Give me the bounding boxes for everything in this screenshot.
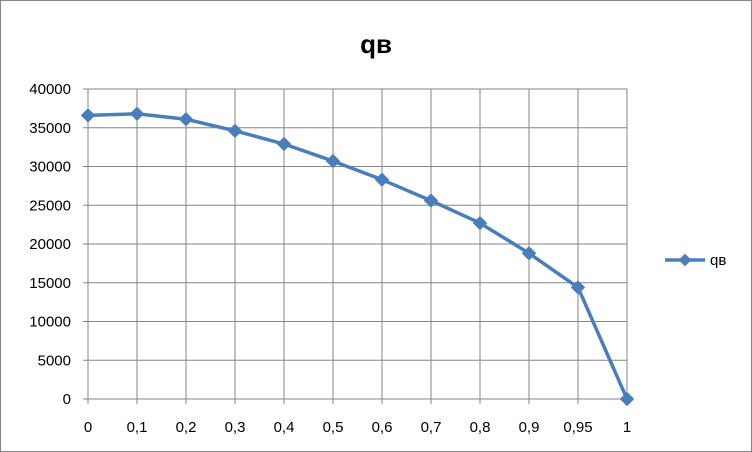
series-line-0 bbox=[87, 112, 629, 400]
data-point-marker bbox=[325, 153, 341, 169]
x-tick-label: 0,3 bbox=[225, 419, 246, 436]
x-tick-label: 0,9 bbox=[519, 419, 540, 436]
y-tick-label: 5000 bbox=[38, 352, 71, 369]
series-layer bbox=[80, 106, 635, 407]
data-point-marker bbox=[570, 280, 586, 295]
y-tick-label: 25000 bbox=[29, 197, 71, 214]
x-tick-label: 0,4 bbox=[274, 419, 295, 436]
axes bbox=[83, 88, 628, 404]
legend-marker-swatch bbox=[678, 253, 692, 267]
y-tick-label: 35000 bbox=[29, 120, 71, 137]
data-point-marker bbox=[423, 193, 439, 208]
x-tick-label: 0,2 bbox=[176, 419, 197, 436]
data-point-marker bbox=[472, 215, 488, 231]
x-tick-label: 0,8 bbox=[470, 419, 491, 436]
data-point-marker bbox=[374, 172, 390, 187]
y-tick-label: 20000 bbox=[29, 236, 71, 253]
y-tick-label: 15000 bbox=[29, 275, 71, 292]
data-point-marker bbox=[227, 123, 243, 139]
x-tick-label: 0,6 bbox=[372, 419, 393, 436]
data-point-marker bbox=[619, 391, 635, 407]
x-tick-label: 1 bbox=[623, 419, 631, 436]
chart-title: qв bbox=[360, 29, 392, 59]
data-point-marker bbox=[129, 106, 145, 122]
x-tick-label: 0 bbox=[84, 419, 92, 436]
data-point-marker bbox=[80, 108, 96, 123]
x-tick-label: 0,1 bbox=[127, 419, 148, 436]
data-point-marker bbox=[276, 136, 292, 152]
legend-label-series: qв bbox=[710, 252, 726, 269]
data-point-marker bbox=[521, 246, 537, 261]
x-axis-tick-labels: 0 0,1 0,2 0,3 0,4 0,5 0,6 0,7 0,8 0,9 0,95 1 bbox=[84, 419, 631, 436]
y-axis-tick-labels: 0 5000 10000 15000 20000 25000 30000 35000 40000 bbox=[29, 81, 71, 408]
y-tick-label: 30000 bbox=[29, 159, 71, 176]
data-point-marker bbox=[178, 112, 194, 127]
y-tick-label: 40000 bbox=[29, 81, 71, 98]
x-tick-label: 0,95 bbox=[563, 419, 592, 436]
x-tick-label: 0,5 bbox=[323, 419, 344, 436]
legend: qв bbox=[665, 252, 726, 269]
y-tick-label: 0 bbox=[63, 391, 71, 408]
y-tick-label: 10000 bbox=[29, 314, 71, 331]
x-tick-label: 0,7 bbox=[421, 419, 442, 436]
grid-lines bbox=[88, 88, 628, 399]
